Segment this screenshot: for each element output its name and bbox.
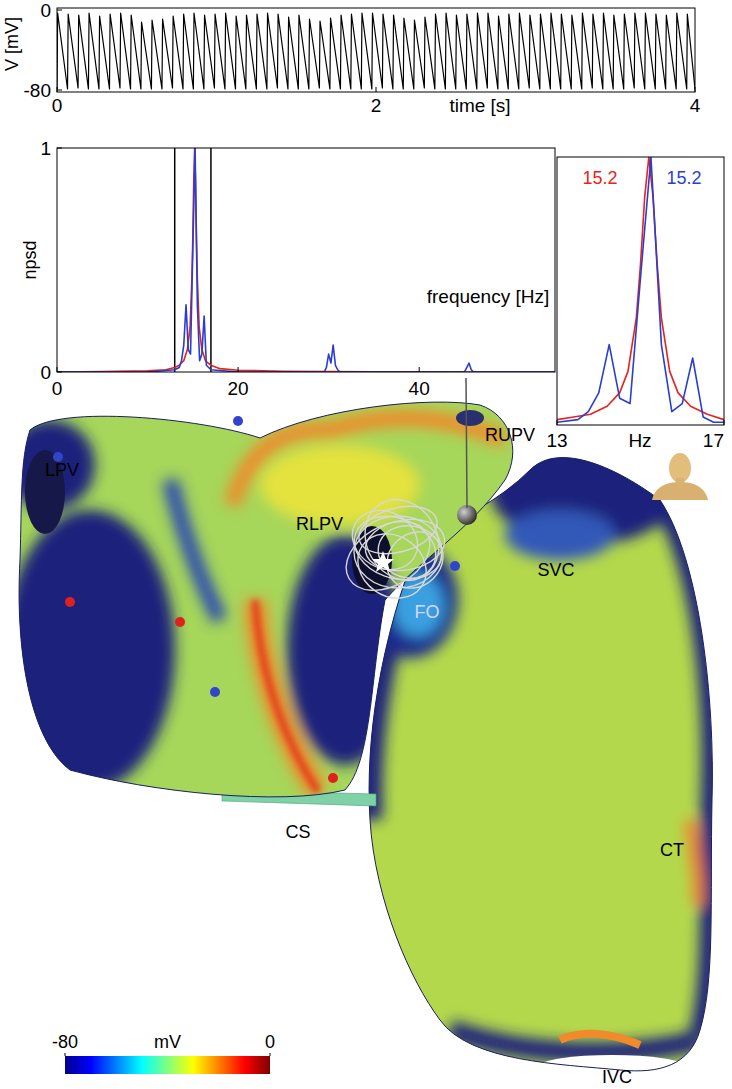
chart-0: -800024time [s]V [mV]	[2, 0, 701, 116]
colorbar-tick-label: 0	[265, 1032, 275, 1052]
blue-dot	[210, 687, 220, 697]
anatomy-label: LPV	[45, 460, 79, 480]
anatomy-label: FO	[415, 602, 440, 622]
peak-label: 15.2	[582, 168, 617, 188]
blue-dot	[450, 561, 460, 571]
x-tick	[724, 420, 725, 425]
x-axis-title: time [s]	[449, 95, 510, 116]
y-axis-title: V [mV]	[2, 17, 22, 71]
x-tick-label: 20	[228, 378, 249, 399]
red-dot	[328, 773, 338, 783]
ivc-rim	[450, 1030, 700, 1052]
plot-frame	[57, 8, 695, 92]
x-tick-label: 0	[52, 95, 63, 116]
y-tick-label: 0	[40, 0, 51, 21]
chart-2: 13 17 Hz 15.2 15.2	[546, 157, 724, 451]
x-tick-label: 0	[52, 378, 63, 399]
anatomy-label: RUPV	[485, 425, 535, 445]
x-tick-label: 4	[690, 95, 701, 116]
plot-background	[57, 8, 695, 92]
la-top-front	[232, 418, 505, 505]
left-atrium	[5, 390, 530, 810]
ivc-edge	[560, 1034, 640, 1045]
y-tick-label: 1	[40, 138, 51, 159]
series-line	[557, 157, 724, 420]
plot-frame	[57, 148, 555, 372]
anatomy-label: CS	[285, 822, 310, 842]
connector	[466, 378, 467, 508]
filament	[361, 513, 448, 576]
x-tick	[238, 367, 239, 372]
filaments	[334, 486, 455, 611]
red-dot	[65, 597, 75, 607]
colorbar	[65, 1056, 270, 1074]
series-line	[57, 13, 695, 89]
anatomy-label: IVC	[602, 1067, 632, 1087]
la-patches	[5, 418, 505, 792]
x-tick	[57, 367, 58, 372]
red-dot	[175, 617, 185, 627]
plot-area	[557, 157, 724, 422]
x-tick-label: 13	[546, 430, 567, 451]
la-top-yellow	[260, 445, 420, 525]
anatomy-label: RLPV	[296, 514, 343, 534]
plot-background	[57, 148, 555, 372]
y-axis-title: npsd	[20, 240, 40, 279]
series-line	[557, 157, 724, 422]
filament	[342, 499, 429, 581]
x-tick	[419, 367, 420, 372]
neck	[676, 478, 684, 486]
y-tick-label: 0	[40, 362, 51, 383]
la-tail	[170, 480, 220, 620]
series-line	[57, 148, 555, 372]
x-axis-title: Hz	[628, 430, 651, 451]
plot-background	[557, 157, 724, 425]
y-tick-label: -80	[24, 80, 51, 101]
x-tick-label: 17	[703, 430, 724, 451]
x-tick-label: 40	[409, 378, 430, 399]
x-tick	[695, 87, 696, 92]
y-tick	[57, 372, 62, 373]
figure: LPVRLPVRUPVSVCFOCSCTIVC-800mV-800024time…	[0, 0, 732, 1089]
colorbar-tick	[270, 1053, 271, 1056]
star	[372, 551, 394, 572]
plot-area	[57, 13, 695, 89]
atria-map	[5, 390, 730, 1089]
peak-label: 15.2	[666, 168, 701, 188]
plot-frame	[557, 157, 724, 425]
colorbar-label: mV	[154, 1032, 181, 1052]
ra-rim	[655, 490, 713, 1035]
filament	[354, 498, 443, 561]
la-front	[255, 600, 318, 792]
band-line	[174, 148, 176, 372]
colorbar-tick-label: -80	[52, 1032, 78, 1052]
rupv-opening	[456, 410, 484, 426]
y-tick	[57, 90, 62, 91]
plot-area	[57, 148, 555, 372]
filament	[354, 516, 442, 588]
y-tick	[57, 148, 62, 149]
orientation-icon	[652, 453, 708, 500]
y-tick	[57, 10, 62, 11]
la-outline	[19, 402, 513, 797]
blue-dot	[233, 416, 243, 426]
x-tick-label: 2	[371, 95, 382, 116]
x-tick	[57, 87, 58, 92]
x-axis-title: frequency [Hz]	[427, 286, 550, 307]
band-line	[210, 148, 212, 372]
la-front-core	[255, 600, 318, 792]
anatomy-label: CT	[660, 840, 684, 860]
anatomy-label: SVC	[537, 560, 574, 580]
ct-band	[690, 820, 698, 905]
la-left-region	[5, 510, 175, 790]
x-tick	[376, 87, 377, 92]
svc-edge	[505, 510, 615, 560]
series-line	[57, 148, 555, 372]
x-tick	[557, 420, 558, 425]
chart-1: 0102040frequency [Hz]npsd	[20, 138, 555, 399]
colorbar-tick	[65, 1053, 66, 1056]
